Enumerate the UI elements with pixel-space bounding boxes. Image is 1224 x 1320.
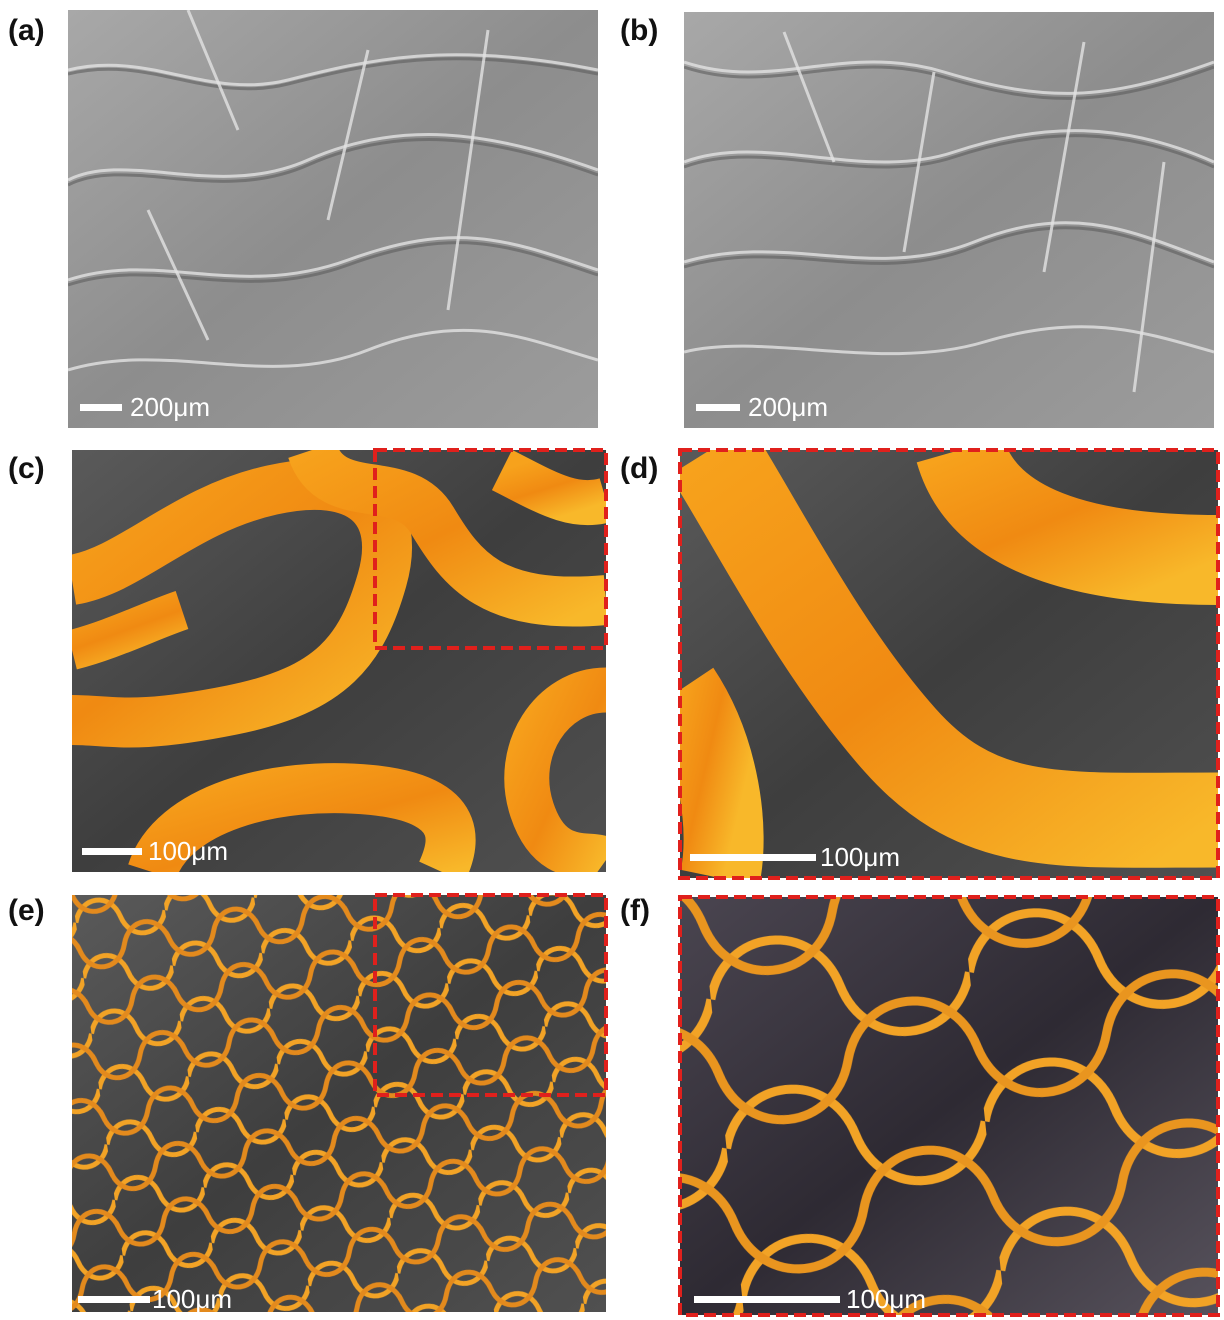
panel-label: (d): [620, 452, 658, 485]
panel-e-image: [72, 895, 606, 1312]
panel-label: (a): [8, 14, 45, 47]
panel-d-image: [680, 450, 1218, 878]
panel-c-image: [72, 450, 606, 872]
scale-bar-label: 100μm: [148, 836, 228, 866]
panel-label: (f): [620, 894, 650, 927]
scale-bar-label: 100μm: [820, 842, 900, 872]
panel-label: (c): [8, 452, 45, 485]
panel-b-image: [684, 12, 1214, 428]
scale-bar-label: 200μm: [748, 392, 828, 422]
scale-bar: [696, 404, 740, 411]
scale-bar: [80, 404, 122, 411]
scale-bar-label: 100μm: [846, 1284, 926, 1314]
panel-label: (e): [8, 894, 45, 927]
scale-bar: [82, 848, 142, 855]
panel-f-image: [680, 897, 1218, 1315]
panel-a-image: [68, 10, 598, 428]
scale-bar: [78, 1296, 150, 1303]
scale-bar: [690, 854, 816, 861]
scale-bar: [694, 1296, 840, 1303]
panel-label: (b): [620, 14, 658, 47]
figure: (a) 200μm (b) 200μm (c) 100μm (d) 100μ: [0, 0, 1224, 1320]
scale-bar-label: 200μm: [130, 392, 210, 422]
scale-bar-label: 100μm: [152, 1284, 232, 1314]
